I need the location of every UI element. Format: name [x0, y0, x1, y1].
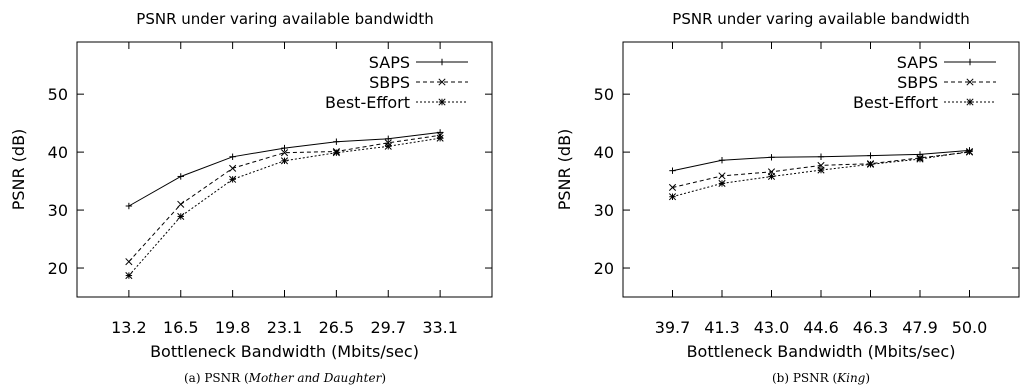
data-point-d2 [866, 160, 875, 168]
data-point-d2 [718, 172, 726, 180]
x-tick-label: 26.5 [319, 318, 355, 337]
data-point-d2 [668, 193, 677, 201]
legend-label: Best-Effort [325, 93, 410, 112]
series-best-effort [668, 147, 974, 201]
caption-suffix: ) [381, 371, 386, 385]
chart-panel-1: PSNR under varing available bandwidth 20 3… [9, 10, 493, 385]
x-axis-label: Bottleneck Bandwidth (Mbits/sec) [687, 342, 956, 361]
x-tick-label: 43.0 [754, 318, 790, 337]
data-point-d2 [668, 183, 677, 192]
legend-marker-d2 [438, 98, 446, 106]
y-tick-label: 20 [48, 259, 68, 278]
y-tick-label: 50 [594, 85, 614, 104]
data-point-d2 [965, 147, 974, 156]
data-point-d2 [125, 258, 133, 266]
x-tick-label: 41.3 [704, 318, 740, 337]
caption-name: Mother and Daughter [248, 371, 383, 385]
series-sbps [125, 131, 444, 266]
caption-name: King [836, 371, 866, 385]
data-point-d2 [177, 212, 185, 220]
caption-prefix: (a) PSNR ( [184, 371, 249, 385]
x-tick-label: 19.8 [215, 318, 251, 337]
x-tick-label: 23.1 [267, 318, 303, 337]
chart-title: PSNR under varing available bandwidth [136, 10, 433, 28]
legend-label: SBPS [897, 73, 938, 92]
legend-marker-d2 [966, 98, 974, 106]
data-point-d2 [718, 179, 726, 187]
data-point-d2 [125, 272, 133, 280]
legend-label: SAPS [897, 53, 938, 72]
data-point-d2 [229, 175, 237, 183]
caption-prefix: (b) PSNR ( [772, 371, 837, 385]
data-point-d2 [177, 200, 185, 208]
legend-marker-d2 [966, 78, 974, 86]
y-axis-label: PSNR (dB) [9, 129, 28, 211]
y-tick-label: 40 [594, 143, 614, 162]
data-point-d2 [280, 157, 289, 165]
series-saps [125, 129, 444, 210]
data-point-d2 [384, 142, 392, 150]
x-axis-label: Bottleneck Bandwidth (Mbits/sec) [150, 342, 419, 361]
x-tick-label: 47.9 [902, 318, 938, 337]
data-point-d2 [767, 172, 776, 181]
x-tick-label: 50.0 [952, 318, 988, 337]
x-tick-label: 39.7 [655, 318, 691, 337]
series-line [128, 134, 441, 262]
legend-label: SAPS [369, 53, 410, 72]
chart-panel-2: PSNR under varing available bandwidth 20 3… [555, 10, 1020, 385]
x-tick-label: 46.3 [853, 318, 889, 337]
data-point-d2 [229, 164, 237, 172]
plot-frame [76, 41, 493, 298]
x-tick-label: 13.2 [111, 318, 147, 337]
data-point-d2 [332, 149, 340, 157]
y-tick-label: 30 [48, 201, 68, 220]
data-point-d2 [384, 139, 392, 147]
x-tick-label: 33.1 [422, 318, 458, 337]
legend-label: Best-Effort [853, 93, 938, 112]
series-line [128, 131, 441, 207]
data-point-d2 [280, 149, 289, 157]
y-tick-label: 30 [594, 201, 614, 220]
figure-caption: (a) PSNR (Mother and Daughter) [184, 371, 386, 385]
data-point-d2 [817, 166, 825, 174]
data-point-d2 [436, 134, 444, 142]
data-point-d2 [916, 155, 924, 163]
series-best-effort [125, 134, 444, 280]
x-tick-label: 29.7 [370, 318, 406, 337]
legend-label: SBPS [369, 73, 410, 92]
y-tick-label: 20 [594, 259, 614, 278]
chart-title: PSNR under varing available bandwidth [672, 10, 969, 28]
x-tick-label: 16.5 [163, 318, 199, 337]
figure-caption: (b) PSNR (King) [772, 371, 870, 385]
caption-suffix: ) [865, 371, 870, 385]
x-tick-label: 44.6 [803, 318, 839, 337]
y-tick-label: 50 [48, 85, 68, 104]
y-tick-label: 40 [48, 143, 68, 162]
y-axis-label: PSNR (dB) [555, 129, 574, 211]
legend-marker-d2 [438, 78, 446, 86]
